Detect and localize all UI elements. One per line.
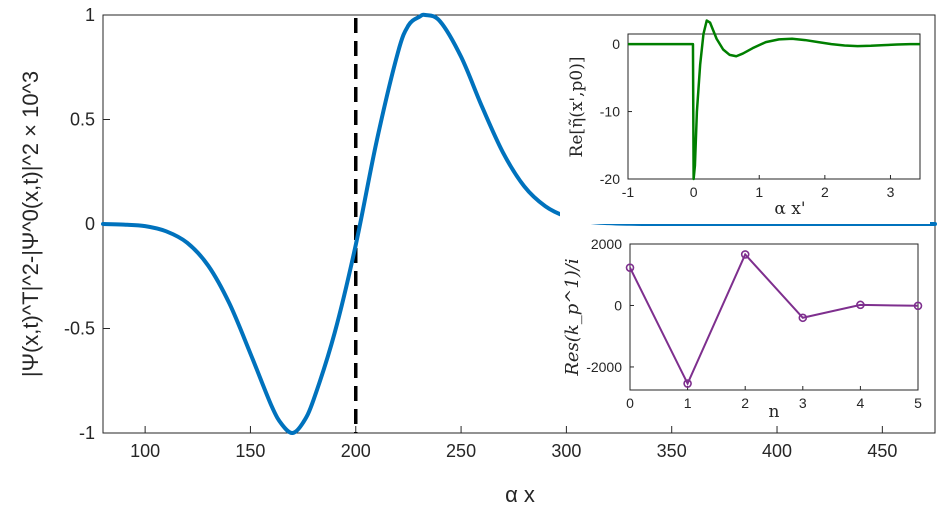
- inset-bottom-marker: [740, 250, 750, 259]
- inset-top-y-tick-label: -20: [600, 171, 620, 187]
- inset-bottom-markers: [625, 250, 923, 388]
- inset-top-x-axis-label: α x': [774, 199, 805, 219]
- main-x-ticks: 100 150 200 250 300 350 400 450: [130, 426, 897, 461]
- main-x-tick-label: 100: [130, 441, 160, 461]
- inset-top-x-tick-label: 1: [755, 184, 763, 200]
- inset-bottom-x-tick-label: 1: [684, 395, 692, 411]
- inset-bottom-x-tick-label: 4: [857, 395, 865, 411]
- inset-bottom-x-tick-label: 2: [741, 395, 749, 411]
- inset-bottom-x-tick-label: 5: [914, 395, 922, 411]
- main-y-ticks: -1 -0.5 0 0.5 1: [64, 5, 110, 443]
- main-y-tick-label: 1: [85, 5, 95, 25]
- inset-bottom-y-tick-label: -2000: [586, 359, 622, 375]
- inset-top-plot: -1 0 1 2 3 -20-100 α x' Re[η̃(x',p0)]: [560, 19, 930, 224]
- inset-top-x-tick-label: 0: [690, 184, 698, 200]
- inset-bottom-x-axis-label: n: [769, 402, 780, 422]
- inset-bottom-x-ticks: 0 1 2 3 4 5: [626, 386, 922, 411]
- inset-bottom-background: [560, 238, 930, 423]
- inset-top-x-tick-label: -1: [622, 184, 635, 200]
- inset-bottom-series-line: [629, 252, 919, 386]
- main-x-tick-label: 200: [341, 441, 371, 461]
- main-x-tick-label: 250: [446, 441, 476, 461]
- inset-bottom-marker: [798, 313, 808, 323]
- inset-top-y-tick-label: 0: [612, 36, 620, 52]
- main-y-tick-label: 0: [85, 214, 95, 234]
- main-plot: 100 150 200 250 300 350 400 450 -1-0.500.51 α x…: [18, 5, 937, 507]
- inset-top-series-line: [628, 19, 920, 181]
- main-y-tick-label: -1: [79, 423, 95, 443]
- main-y-tick-label: -0.5: [64, 319, 95, 339]
- inset-bottom-frame: [629, 243, 919, 391]
- inset-bottom-y-tick-label: 2000: [591, 236, 622, 252]
- inset-bottom-x-tick-label: 0: [626, 395, 634, 411]
- main-x-tick-label: 150: [235, 441, 265, 461]
- inset-top-x-tick-label: 2: [821, 184, 829, 200]
- main-y-tick-label: 0.5: [70, 110, 95, 130]
- inset-bottom-y-tick-label: 0: [614, 297, 622, 313]
- main-x-tick-label: 300: [551, 441, 581, 461]
- main-x-axis-label: α x: [505, 482, 535, 507]
- inset-bottom-y-ticks: -2000 0 2000: [586, 236, 634, 375]
- inset-top-y-tick-label: -10: [600, 104, 620, 120]
- main-x-tick-label: 450: [867, 441, 897, 461]
- inset-bottom-x-tick-label: 3: [799, 395, 807, 411]
- inset-bottom-marker: [856, 300, 865, 310]
- inset-top-y-axis-label: Re[η̃(x',p0)]: [567, 57, 587, 158]
- inset-bottom-plot: 0 1 2 3 4 5 -2000 0 2000 n Res(k_p^1)/i: [560, 236, 930, 423]
- inset-top-x-ticks: -1 0 1 2 3: [622, 175, 895, 200]
- inset-bottom-marker: [683, 379, 692, 388]
- inset-top-background: [560, 28, 930, 224]
- main-x-tick-label: 350: [657, 441, 687, 461]
- inset-top-x-tick-label: 3: [887, 184, 895, 200]
- inset-top-frame: [627, 33, 921, 180]
- main-y-axis-label: |Ψ(x,t)^T|^2-|Ψ^0(x,t)|^2 × 10^3: [18, 71, 43, 377]
- inset-bottom-marker: [625, 263, 635, 272]
- inset-bottom-y-axis-label: Res(k_p^1)/i: [562, 258, 583, 376]
- inset-bottom-marker: [913, 301, 923, 311]
- inset-top-y-ticks: -20 -10 0: [600, 36, 632, 187]
- main-x-tick-label: 400: [762, 441, 792, 461]
